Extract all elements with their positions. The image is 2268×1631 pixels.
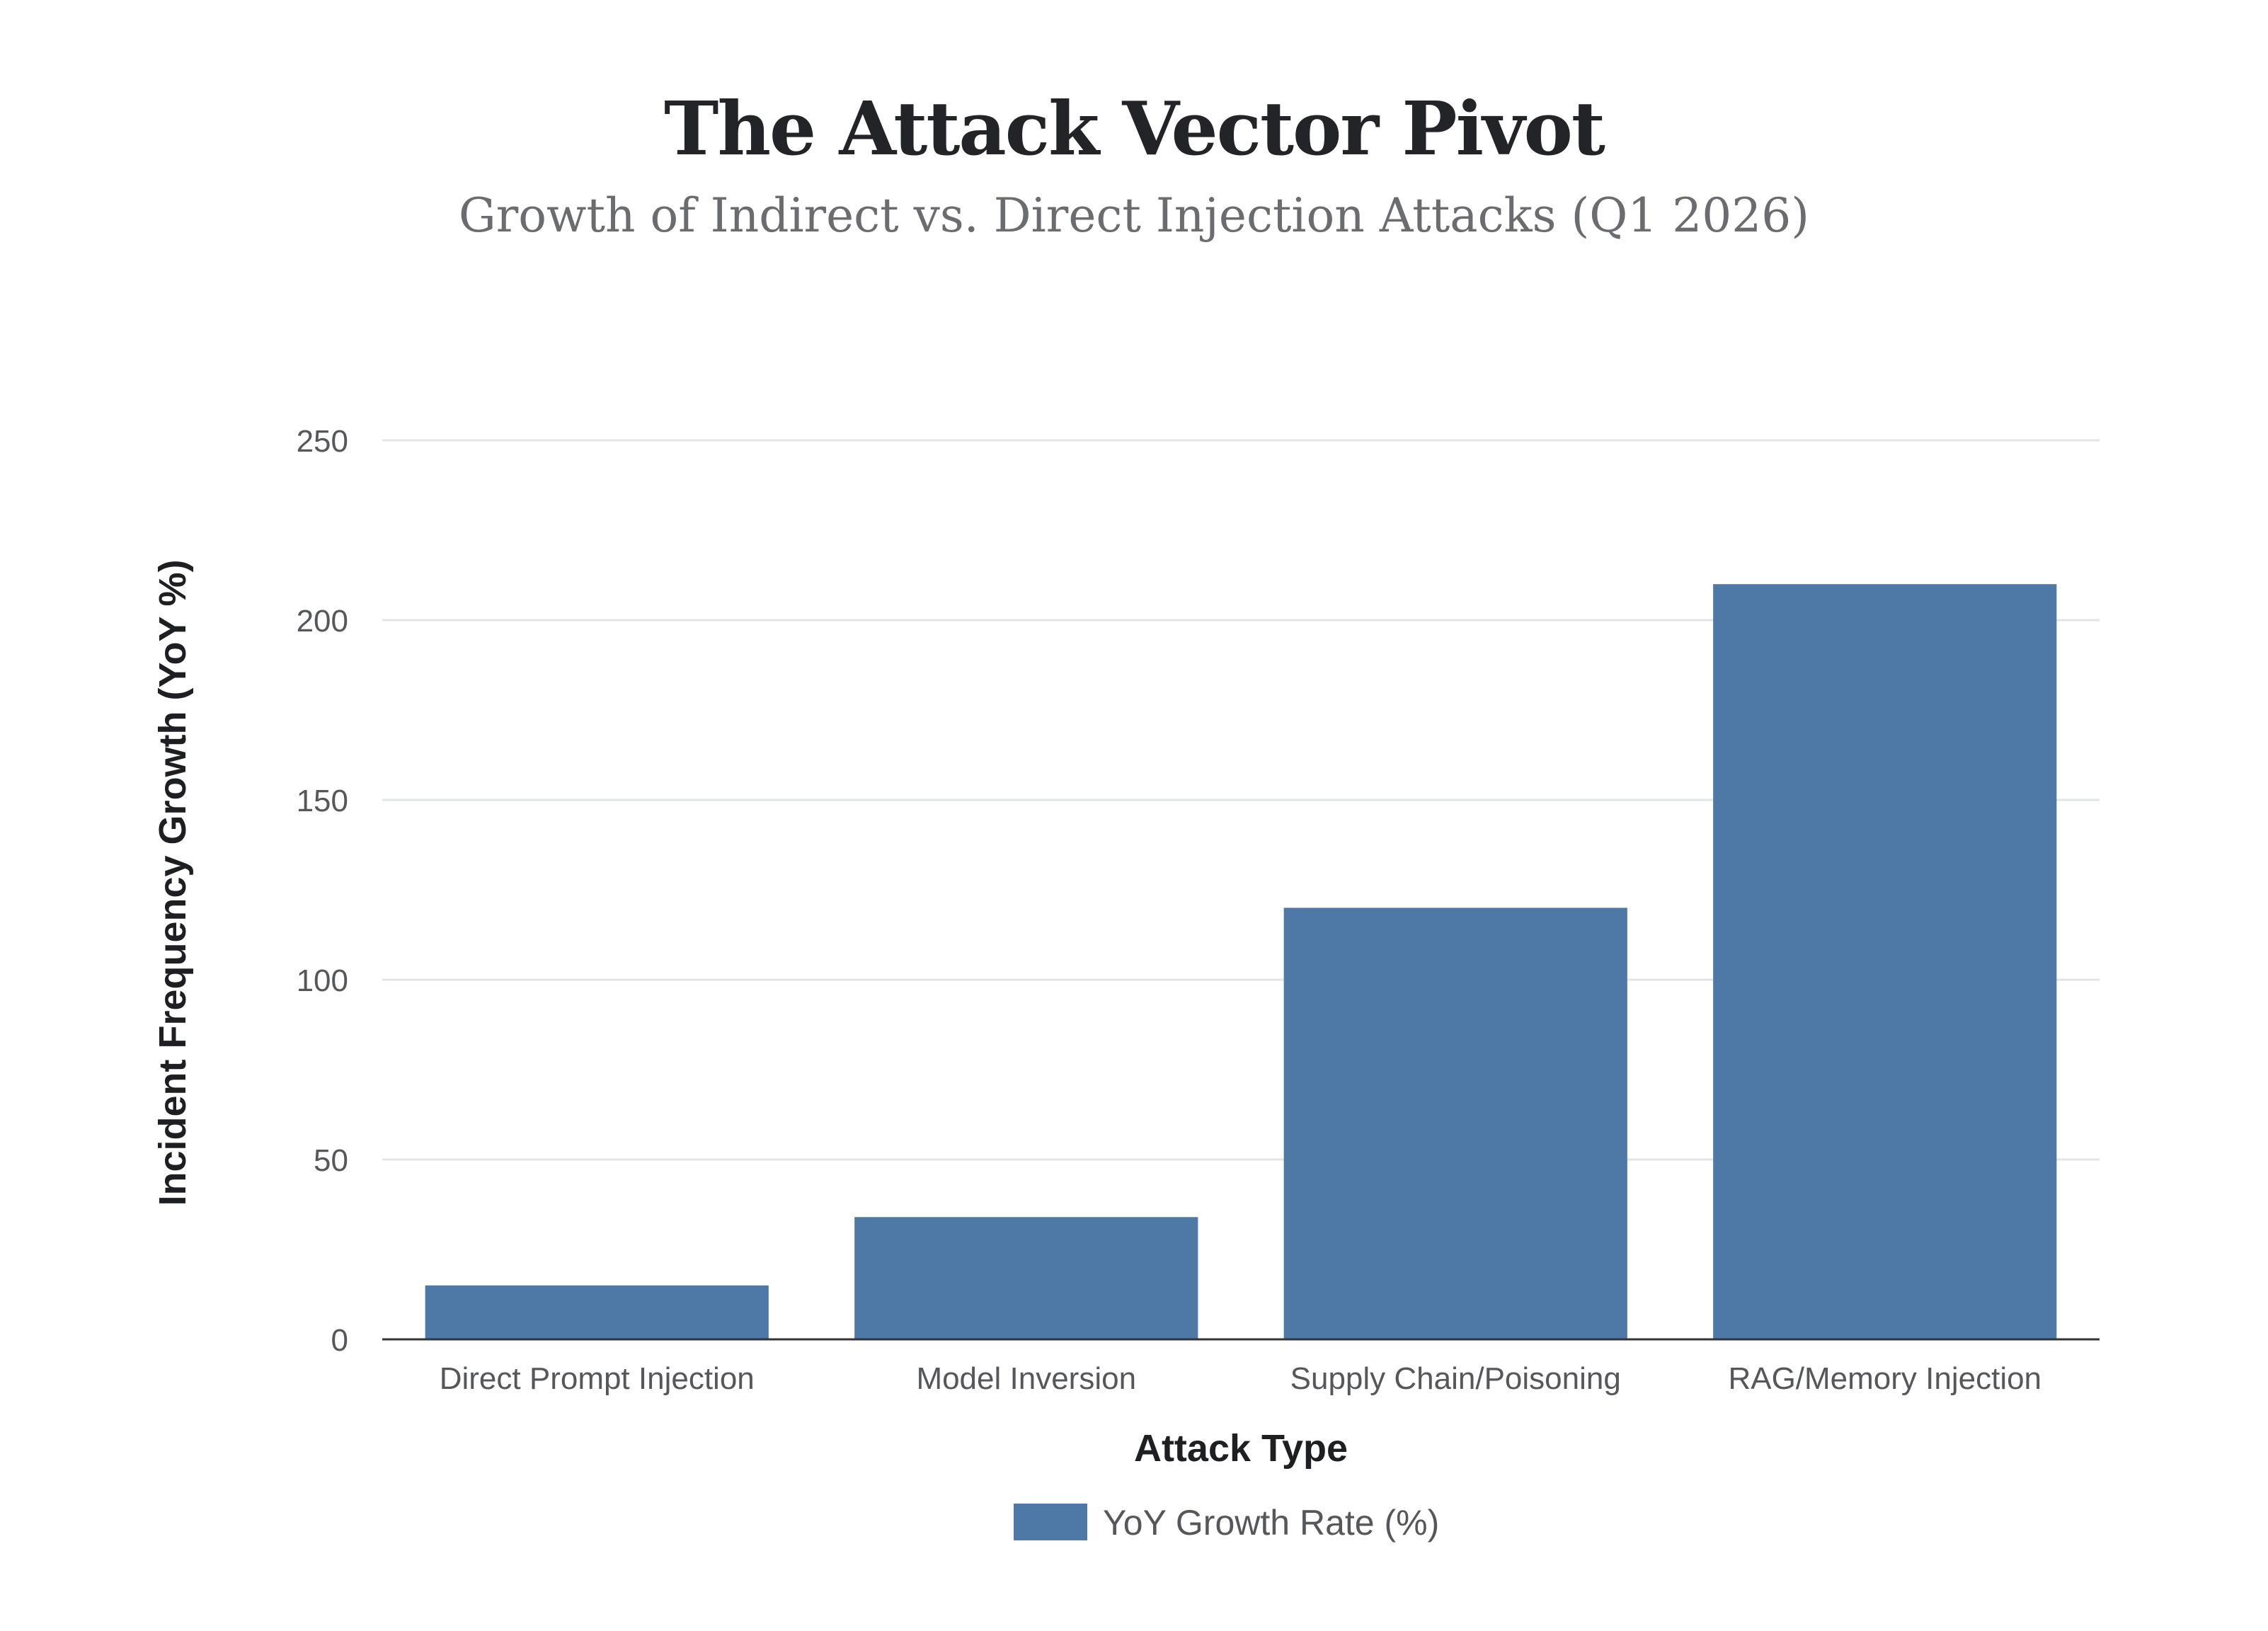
y-tick-label: 50: [314, 1143, 348, 1178]
x-axis-title: Attack Type: [1134, 1427, 1348, 1470]
chart-title: The Attack Vector Pivot: [664, 85, 1605, 172]
bar: [1283, 908, 1627, 1339]
y-tick-label: 100: [297, 963, 348, 998]
chart-subtitle: Growth of Indirect vs. Direct Injection …: [458, 188, 1810, 243]
legend: YoY Growth Rate (%): [1014, 1503, 1439, 1543]
y-tick-label: 150: [297, 784, 348, 818]
y-tick-label: 200: [297, 604, 348, 639]
y-tick-label: 250: [297, 424, 348, 459]
y-axis-ticks: 0 50 100 150 200 250: [297, 424, 348, 1358]
x-axis-ticks: Direct Prompt Injection Model Inversion Su…: [440, 1361, 2041, 1396]
bars: [425, 584, 2057, 1340]
x-tick-label: Model Inversion: [916, 1361, 1136, 1396]
y-axis-title: Incident Frequency Growth (YoY %): [151, 559, 194, 1206]
y-tick-label: 0: [331, 1323, 348, 1358]
x-tick-label: RAG/Memory Injection: [1728, 1361, 2041, 1396]
bar: [1713, 584, 2057, 1340]
x-tick-label: Supply Chain/Poisoning: [1290, 1361, 1621, 1396]
bar: [854, 1217, 1198, 1339]
legend-label: YoY Growth Rate (%): [1103, 1503, 1439, 1543]
legend-swatch: [1014, 1504, 1087, 1540]
bar: [425, 1285, 769, 1339]
x-tick-label: Direct Prompt Injection: [440, 1361, 755, 1396]
